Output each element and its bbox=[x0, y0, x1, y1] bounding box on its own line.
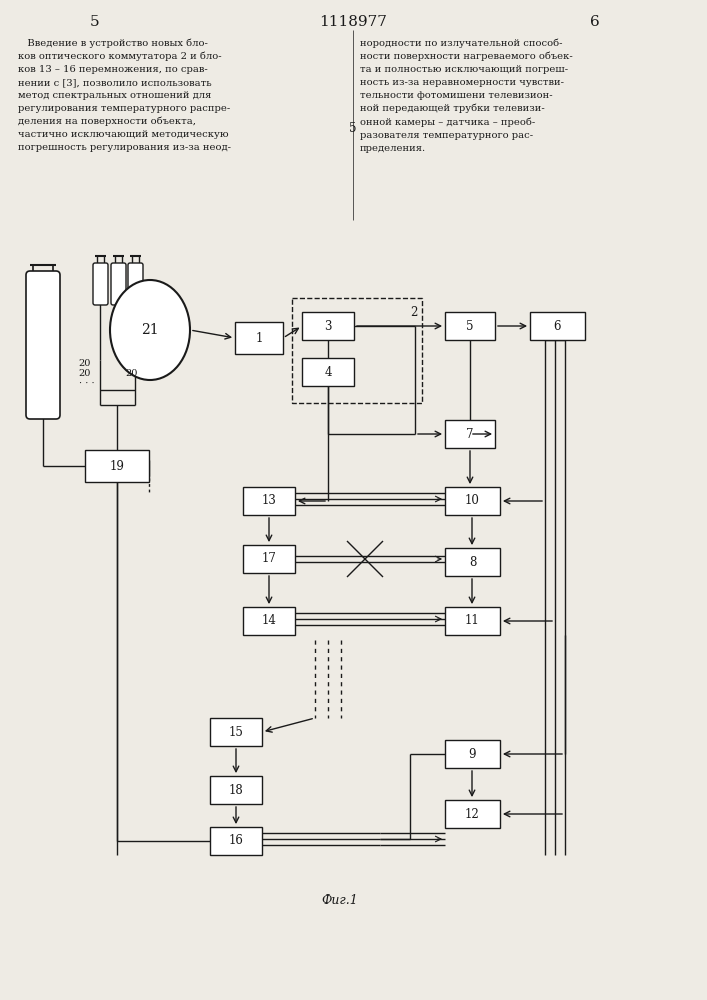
Text: 10: 10 bbox=[465, 494, 480, 508]
Text: 9: 9 bbox=[469, 748, 477, 760]
Bar bbox=[445, 487, 500, 515]
Bar bbox=[445, 420, 495, 448]
Text: 6: 6 bbox=[590, 15, 600, 29]
Bar bbox=[243, 545, 295, 573]
Bar bbox=[530, 312, 585, 340]
Text: 15: 15 bbox=[228, 726, 243, 738]
Bar bbox=[85, 450, 149, 482]
Ellipse shape bbox=[110, 280, 190, 380]
FancyBboxPatch shape bbox=[93, 263, 108, 305]
Text: 19: 19 bbox=[110, 460, 124, 473]
Text: 1: 1 bbox=[255, 332, 263, 344]
Bar bbox=[445, 800, 500, 828]
FancyBboxPatch shape bbox=[111, 263, 126, 305]
Text: 5: 5 bbox=[349, 121, 357, 134]
Text: Введение в устройство новых бло-
ков оптического коммутатора 2 и бло-
ков 13 – 1: Введение в устройство новых бло- ков опт… bbox=[18, 38, 231, 152]
Bar bbox=[210, 827, 262, 855]
Text: 2: 2 bbox=[411, 306, 418, 319]
Text: 6: 6 bbox=[554, 320, 561, 332]
Text: Фиг.1: Фиг.1 bbox=[322, 894, 358, 906]
Text: нородности по излучательной способ-
ности поверхности нагреваемого объек-
та и п: нородности по излучательной способ- ност… bbox=[360, 38, 573, 153]
Bar bbox=[445, 607, 500, 635]
FancyBboxPatch shape bbox=[128, 263, 143, 305]
Text: 14: 14 bbox=[262, 614, 276, 628]
Text: 20: 20 bbox=[78, 359, 90, 367]
FancyBboxPatch shape bbox=[26, 271, 60, 419]
Text: 7: 7 bbox=[466, 428, 474, 440]
Text: 12: 12 bbox=[465, 808, 480, 820]
Text: 20: 20 bbox=[78, 369, 90, 378]
Text: 3: 3 bbox=[325, 320, 332, 332]
Bar bbox=[235, 322, 283, 354]
Bar bbox=[243, 487, 295, 515]
Text: 13: 13 bbox=[262, 494, 276, 508]
Text: 20: 20 bbox=[125, 369, 137, 378]
Text: 17: 17 bbox=[262, 552, 276, 566]
Bar bbox=[210, 776, 262, 804]
Text: 1118977: 1118977 bbox=[319, 15, 387, 29]
Text: 8: 8 bbox=[469, 556, 477, 568]
Bar bbox=[210, 718, 262, 746]
Bar bbox=[445, 548, 500, 576]
Text: 16: 16 bbox=[228, 834, 243, 848]
Text: 5: 5 bbox=[466, 320, 474, 332]
Text: 4: 4 bbox=[325, 365, 332, 378]
Bar bbox=[302, 358, 354, 386]
Text: 21: 21 bbox=[141, 323, 159, 337]
Text: · · ·: · · · bbox=[79, 379, 95, 388]
Bar bbox=[302, 312, 354, 340]
Text: 5: 5 bbox=[90, 15, 100, 29]
Text: 18: 18 bbox=[228, 784, 243, 796]
Bar bbox=[292, 298, 422, 403]
Bar bbox=[445, 312, 495, 340]
Bar bbox=[445, 740, 500, 768]
Text: 11: 11 bbox=[465, 614, 480, 628]
Bar bbox=[243, 607, 295, 635]
